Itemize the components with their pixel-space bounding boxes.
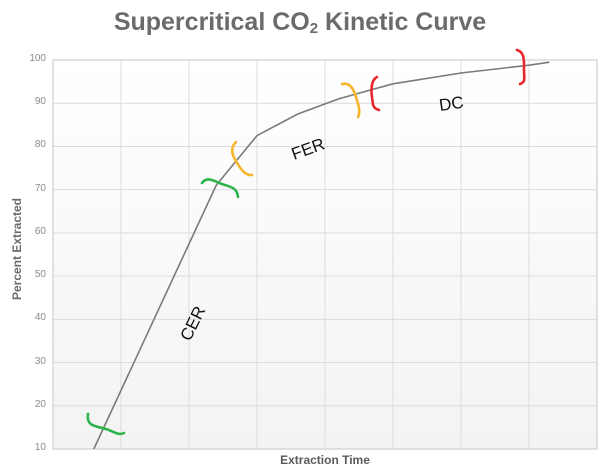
y-tick-label: 10 [34,442,46,453]
y-tick-label: 100 [29,53,46,64]
cer-start-bracket [86,412,126,436]
fer-start-bracket [230,140,254,177]
chart-title: Supercritical CO2 Kinetic Curve [113,8,487,37]
y-tick-label: 20 [34,398,46,410]
dc-end-bracket [515,48,526,86]
dc-start-bracket [370,75,381,112]
y-tick-label: 80 [34,139,46,151]
y-tick-label: 70 [34,182,46,194]
y-tick-label: 60 [34,225,46,237]
kinetic-curve-line [93,61,550,450]
y-tick-label: 30 [34,355,46,367]
fer-end-bracket [340,82,361,119]
dc-label: DC [438,93,465,115]
plot-border [52,59,598,450]
y-tick-label: 40 [34,312,46,324]
cer-end-bracket [200,178,240,199]
x-axis-label: Extraction Time [280,453,370,467]
y-tick-label: 90 [34,96,46,108]
y-tick-label: 50 [34,269,46,281]
